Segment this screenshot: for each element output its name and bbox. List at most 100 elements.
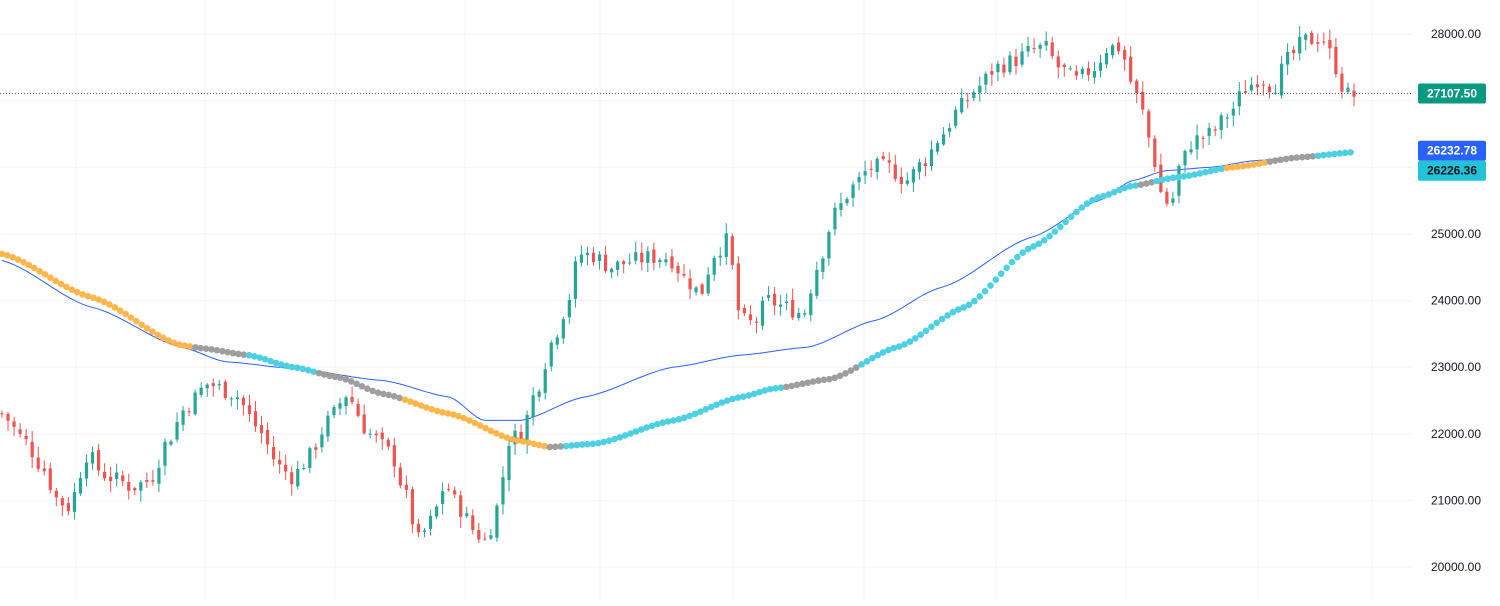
candle-body: [441, 491, 445, 505]
trend-dot: [342, 376, 350, 383]
trend-dot: [723, 397, 731, 404]
trend-dot: [1239, 162, 1247, 170]
candle: [1002, 57, 1006, 78]
candle: [501, 466, 505, 515]
candle: [18, 423, 22, 438]
trend-dot: [63, 283, 70, 291]
trend-dot: [57, 280, 65, 288]
trend-dot: [20, 258, 27, 266]
trend-dot: [686, 412, 693, 420]
candle-body: [1292, 49, 1296, 53]
trend-dot: [90, 294, 97, 301]
trend-dot: [192, 344, 199, 351]
candle-body: [694, 287, 698, 293]
trend-dot: [79, 291, 86, 298]
price-axis-tick-label: 20000.00: [1431, 560, 1481, 574]
candle-body: [785, 301, 789, 304]
trend-dot: [1304, 153, 1311, 161]
candle: [1074, 65, 1078, 80]
candle: [676, 262, 680, 282]
candle: [1104, 48, 1109, 69]
candle: [549, 340, 553, 372]
candle-body: [760, 300, 765, 326]
candle-body: [1213, 129, 1217, 131]
candle: [839, 192, 843, 217]
candle: [60, 496, 64, 516]
trend-dot: [874, 351, 881, 359]
candle-body: [350, 396, 354, 403]
trend-dot: [1083, 200, 1091, 207]
trend-dot: [750, 390, 758, 398]
candle: [1086, 61, 1091, 82]
trend-dot: [1137, 181, 1145, 188]
trend-dot: [143, 324, 151, 332]
trend-dot: [401, 396, 409, 403]
candle-body: [960, 97, 964, 113]
candle: [1346, 82, 1350, 95]
candle: [265, 422, 270, 455]
candle: [754, 317, 759, 334]
candle-body: [857, 176, 861, 183]
trend-dot: [202, 345, 210, 353]
candle: [555, 334, 559, 350]
candle-body: [718, 255, 722, 258]
candle-body: [247, 405, 252, 414]
candle-body: [688, 278, 692, 290]
candle-body: [205, 384, 209, 389]
candle-body: [392, 445, 396, 467]
candle-body: [573, 261, 577, 299]
candle-body: [1020, 51, 1024, 65]
candle-body: [531, 395, 535, 418]
candle-body: [193, 392, 197, 415]
candle-body: [344, 397, 348, 407]
candle-body: [199, 387, 203, 395]
trend-dot: [895, 343, 903, 350]
candle-body: [1225, 117, 1229, 119]
candle: [1110, 43, 1115, 59]
candle: [1219, 112, 1223, 139]
candle-body: [374, 433, 378, 436]
trend-dot: [568, 442, 575, 449]
candle-body: [779, 304, 783, 307]
candle: [1141, 81, 1145, 115]
candle-body: [628, 262, 632, 264]
trend-dot: [1282, 155, 1290, 163]
candle-body: [356, 403, 360, 416]
candle-body: [706, 274, 710, 294]
candle-body: [579, 254, 584, 263]
candle-body: [1098, 62, 1103, 71]
candle-body: [1038, 44, 1042, 49]
trend-dot: [482, 424, 489, 432]
trend-dot: [218, 347, 226, 355]
trend-dot: [364, 385, 371, 393]
candle-body: [1322, 41, 1326, 43]
candle: [139, 479, 143, 502]
candle: [978, 76, 982, 102]
trend-dot: [928, 323, 935, 331]
trend-dot: [783, 383, 790, 391]
candle: [603, 245, 608, 274]
trend-dot: [600, 438, 607, 446]
candle-body: [259, 425, 264, 433]
trend-dot: [847, 367, 855, 374]
trend-dot: [127, 314, 135, 321]
last-price-badge: 27107.50: [1418, 83, 1486, 104]
candle: [809, 289, 813, 322]
candle-body: [954, 109, 958, 126]
candle: [1243, 80, 1247, 95]
candle-body: [145, 479, 149, 482]
trend-dot: [981, 287, 989, 295]
candle-body: [809, 293, 813, 316]
candle-body: [1056, 56, 1060, 68]
trend-dot: [1245, 162, 1252, 169]
trend-dot: [321, 371, 328, 378]
candle-body: [724, 233, 728, 257]
trend-dot: [1116, 186, 1123, 194]
trend-dot: [831, 374, 838, 382]
trend-dot: [637, 426, 645, 433]
trend-dot: [1277, 156, 1284, 164]
price-axis[interactable]: 20000.00 21000.00 22000.00 23000.00 24000.00…: [1431, 27, 1481, 574]
candle: [1026, 36, 1030, 57]
